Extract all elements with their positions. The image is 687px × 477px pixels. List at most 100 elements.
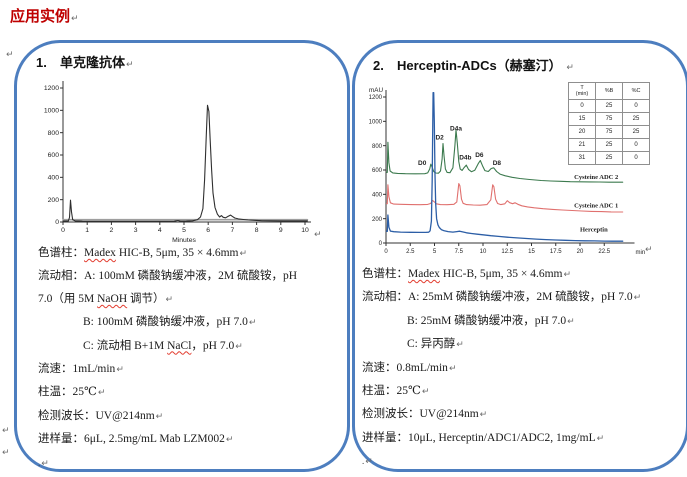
y-tick-label: 600 — [372, 168, 383, 174]
table-row: 31 25 0 — [568, 151, 650, 165]
table-cell: 25 — [595, 99, 623, 113]
y-tick-label: 1000 — [369, 120, 383, 126]
panel1-spec-text: 色谱柱：Madex HIC-B, 5μm, 35 × 4.6mm↵ 流动相：A:… — [38, 242, 297, 475]
spec-text: 流动相：A: 100mM 磷酸钠缓冲液，2M 硫酸铵，pH — [38, 270, 298, 283]
y-tick-label: 200 — [48, 197, 60, 204]
spec-line-flow-rate: 流速：0.8mL/min↵ — [362, 357, 641, 380]
table-cell: 15 — [568, 112, 596, 126]
panel2-heading-label: Herceptin-ADCs（赫塞汀） — [397, 58, 562, 73]
spec-text: 色谱柱： — [362, 268, 408, 280]
table-row: 0 25 0 — [568, 99, 650, 113]
x-tick-label: 20 — [577, 249, 584, 255]
paragraph-mark: ↵ — [116, 365, 124, 376]
annotation-d0: D0 — [418, 160, 427, 167]
panel1-heading-label: 单克隆抗体 — [60, 55, 126, 70]
spec-text-misspelled: Madex — [84, 247, 116, 259]
paragraph-mark: ↵ — [235, 341, 243, 352]
table-cell: 20 — [568, 125, 596, 139]
spec-line-mobile-phase-a: 流动相：A: 25mM 磷酸钠缓冲液，2M 硫酸铵，pH 7.0↵ — [362, 286, 641, 309]
series-mab-lzm002 — [62, 104, 308, 222]
spec-line-mobile-phase-c: C: 异丙醇↵ — [362, 333, 641, 356]
paragraph-mark: ↵ — [41, 458, 49, 469]
stub-dot: . — [38, 457, 41, 468]
x-tick-label: 7 — [231, 227, 235, 234]
spec-text: 流速：0.8mL/min — [362, 361, 448, 374]
y-axis-unit-label: mAU — [369, 87, 383, 94]
x-tick-label: 10 — [480, 249, 487, 255]
spec-line-column-temp: 柱温：25℃↵ — [38, 381, 297, 404]
x-tick-label: 6 — [206, 227, 210, 234]
x-tick-label: 5 — [433, 249, 437, 255]
y-tick-label: 800 — [372, 144, 383, 150]
spec-line-injection: 进样量：10μL, Herceptin/ADC1/ADC2, 1mg/mL↵ — [362, 427, 641, 450]
spec-text: 检测波长：UV@214nm — [362, 408, 479, 421]
x-tick-label: 7.5 — [455, 249, 464, 255]
table-cell: 0 — [622, 138, 650, 152]
spec-text: 流动相：A: 25mM 磷酸钠缓冲液，2M 硫酸铵，pH 7.0 — [362, 291, 633, 304]
gradient-table-header-time: T (min) — [568, 82, 596, 100]
table-cell: 25 — [622, 112, 650, 126]
spec-line-detection: 检测波长：UV@214nm↵ — [362, 403, 641, 426]
gradient-table-header-c: %C — [622, 82, 650, 100]
annotation-d6: D6 — [475, 152, 484, 159]
x-axis-label: min — [636, 250, 646, 256]
annotation-herceptin: Herceptin — [580, 226, 608, 233]
x-tick-label: 8 — [255, 227, 259, 234]
spec-text: 7.0（用 5M — [38, 292, 98, 305]
paragraph-mark: ↵ — [633, 293, 642, 304]
gradient-table-header-b: %B — [595, 82, 623, 100]
table-cell: 0 — [622, 99, 650, 113]
spec-text: 柱温：25℃ — [38, 386, 97, 399]
spec-line-flow-rate: 流速：1mL/min↵ — [38, 358, 297, 381]
y-tick-label: 400 — [372, 193, 383, 199]
table-cell: 25 — [622, 125, 650, 139]
spec-text: HIC-B, 5μm, 35 × 4.6mm — [439, 268, 563, 280]
y-tick-label: 1200 — [44, 85, 59, 92]
table-cell: 25 — [595, 138, 623, 152]
x-tick-label: 15 — [528, 249, 535, 255]
paragraph-mark: ↵ — [645, 245, 653, 255]
page-title: 应用实例↵ — [10, 5, 79, 26]
spec-text: ，pH 7.0 — [191, 339, 235, 352]
spec-text: 流速：1mL/min — [38, 363, 116, 376]
panel2-spec-text: 色谱柱：Madex HIC-B, 5μm, 35 × 4.6mm↵ 流动相：A:… — [362, 263, 641, 474]
paragraph-mark: ↵ — [239, 249, 248, 259]
panel1-heading: 1. 单克隆抗体↵ — [36, 52, 134, 71]
panel1-heading-number: 1. — [36, 55, 47, 70]
x-tick-label: 0 — [61, 227, 65, 234]
table-cell: 0 — [568, 99, 596, 113]
spec-line-mobile-phase-b: B: 100mM 磷酸钠缓冲液，pH 7.0↵ — [38, 311, 297, 334]
spec-text: 进样量：6μL, 2.5mg/mL Mab LZM002 — [38, 433, 225, 446]
spec-text: 检测波长：UV@214nm — [38, 409, 155, 422]
y-tick-label: 600 — [48, 152, 60, 159]
paragraph-mark: ↵ — [567, 316, 575, 327]
x-tick-label: 4 — [158, 227, 162, 234]
series-herceptin — [385, 92, 624, 242]
annotation-d4a: D4a — [450, 125, 462, 132]
annotation-cysteine-adc-2: Cysteine ADC 2 — [574, 174, 618, 181]
spec-line-column-temp: 柱温：25℃↵ — [362, 380, 641, 403]
x-tick-label: 17.5 — [550, 249, 562, 255]
spec-line-mobile-phase-a: 流动相：A: 100mM 磷酸钠缓冲液，2M 硫酸铵，pH — [38, 265, 297, 287]
panel2-heading: 2. Herceptin-ADCs（赫塞汀） ↵ — [373, 55, 574, 74]
series-cysteine-adc2 — [385, 129, 624, 183]
spec-text: HIC-B, 5μm, 35 × 4.6mm — [115, 247, 239, 259]
x-axis-label: Minutes — [172, 237, 196, 244]
x-tick-label: 22.5 — [598, 249, 610, 255]
table-row: 15 75 25 — [568, 112, 650, 126]
spec-text-misspelled: Madex — [408, 268, 440, 280]
paragraph-mark: ↵ — [563, 270, 572, 280]
table-cell: 0 — [622, 151, 650, 165]
paragraph-mark: ↵ — [596, 433, 605, 444]
spec-text: B: 25mM 磷酸钠缓冲液，pH 7.0 — [407, 314, 567, 327]
paragraph-mark: ↵ — [456, 340, 464, 351]
y-tick-label: 400 — [48, 175, 60, 182]
spec-text-misspelled: NaCl — [167, 339, 192, 352]
y-tick-label: 0 — [55, 219, 59, 226]
table-cell: 21 — [568, 138, 596, 152]
table-cell: 75 — [595, 112, 623, 126]
spec-line-detection: 检测波长：UV@214nm↵ — [38, 405, 297, 428]
empty-paragraph: .↵ — [362, 450, 641, 473]
